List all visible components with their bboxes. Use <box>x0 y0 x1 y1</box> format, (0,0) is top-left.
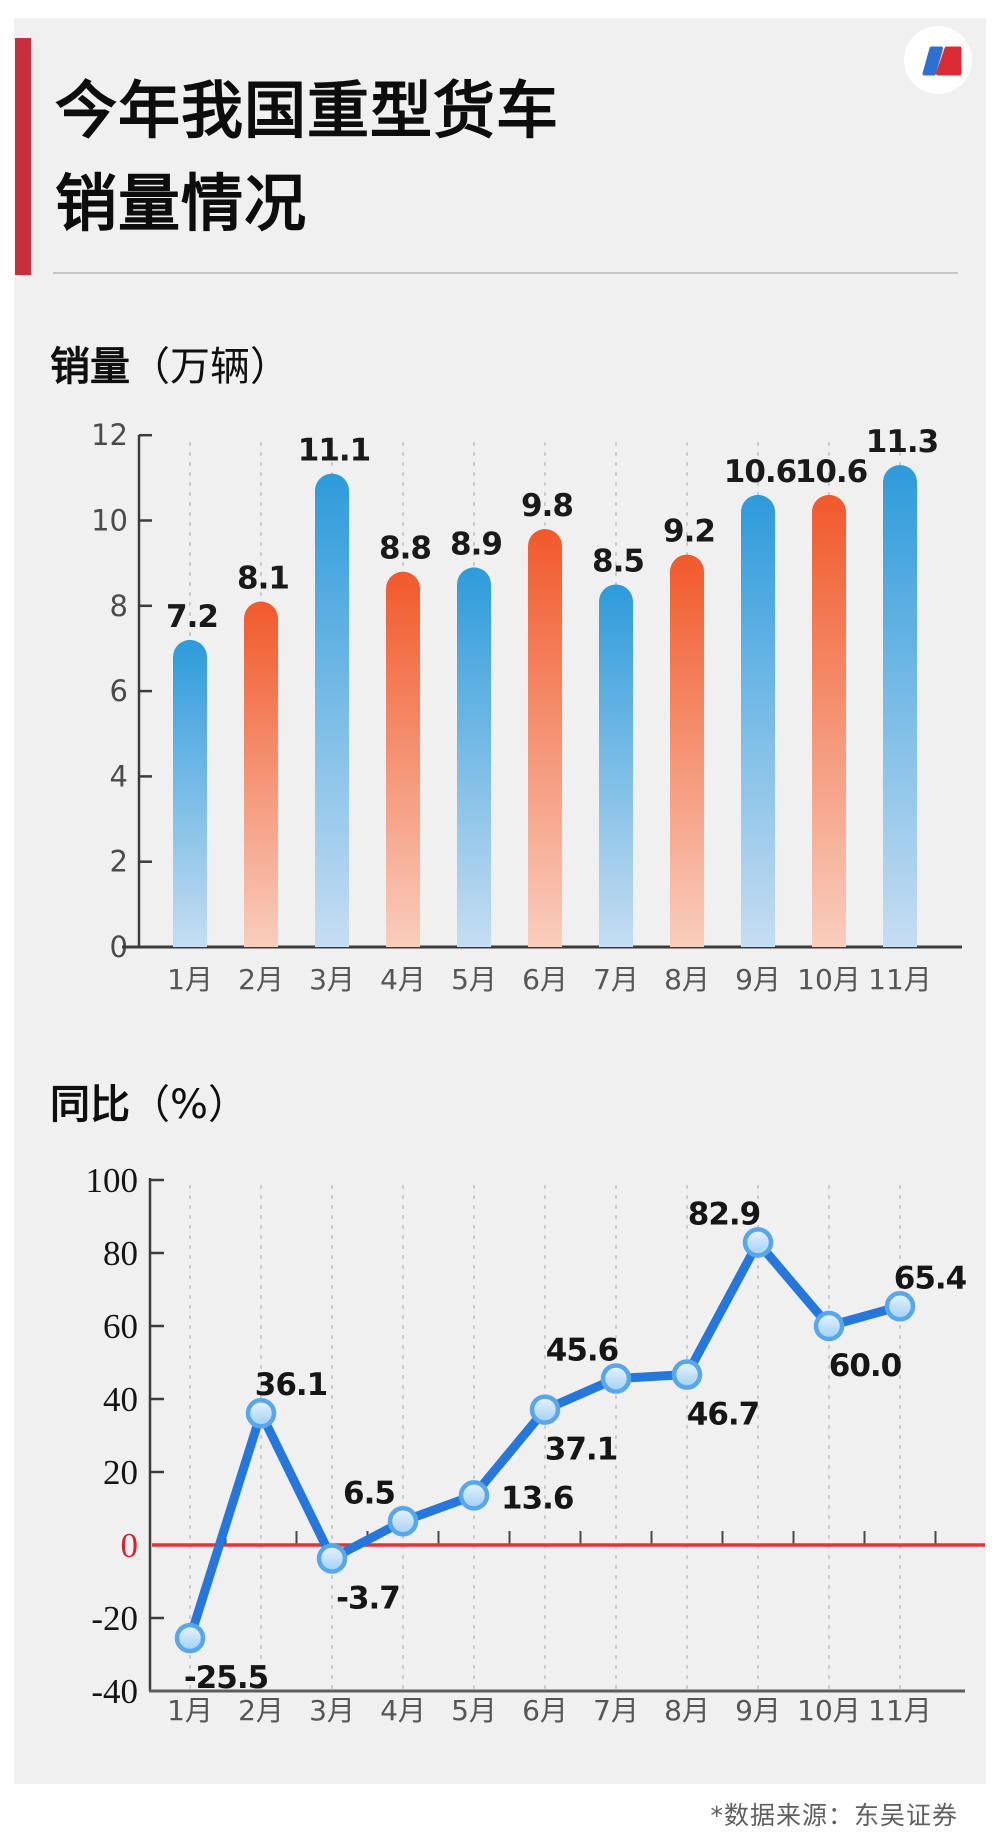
y-axis-tick-label: 12 <box>91 418 128 452</box>
x-axis-category-label: 3月 <box>309 1694 355 1727</box>
sales-title-text: 销量 <box>50 344 130 390</box>
bar-value-label: 9.8 <box>521 488 573 524</box>
x-axis-category-label: 8月 <box>664 1694 710 1727</box>
y-axis-tick-label: 80 <box>103 1234 138 1273</box>
logo-left-stroke <box>922 46 943 76</box>
x-axis-category-label: 9月 <box>735 963 781 996</box>
x-axis-category-label: 11月 <box>868 963 932 996</box>
y-axis-tick-label: 10 <box>91 504 128 538</box>
bar-value-label: 11.1 <box>298 433 371 469</box>
bar-value-label: 8.8 <box>379 531 431 567</box>
bar <box>599 584 633 947</box>
point-value-label: 60.0 <box>829 1348 902 1384</box>
x-axis-category-label: 6月 <box>522 1694 568 1727</box>
bar <box>244 601 278 947</box>
x-axis-category-label: 7月 <box>593 1694 639 1727</box>
page-title-line2: 销量情况 <box>55 166 308 240</box>
bar <box>173 639 207 947</box>
data-point-marker <box>813 1310 845 1342</box>
bar <box>670 554 704 947</box>
data-point-marker <box>600 1363 632 1394</box>
x-axis-category-label: 9月 <box>735 1694 781 1727</box>
data-point-marker <box>742 1227 774 1258</box>
bar-value-label: 10.6 <box>724 454 797 490</box>
bar <box>528 529 562 947</box>
y-axis-tick-label: 40 <box>103 1380 138 1419</box>
bar <box>457 567 491 947</box>
logo-right-stroke <box>936 46 962 76</box>
yoy-title-unit: （%） <box>130 1082 249 1128</box>
sales-title-unit: （万辆） <box>130 344 290 390</box>
y-axis-tick-label: 2 <box>110 845 128 879</box>
x-axis-category-label: 11月 <box>868 1694 932 1727</box>
page-title-line1: 今年我国重型货车 <box>55 73 560 147</box>
bar <box>386 571 420 947</box>
x-axis-category-label: 7月 <box>593 963 639 996</box>
y-axis-tick-label: 0 <box>121 1526 139 1565</box>
sales-bar-chart: 0 2 4 6 8 10 12 7.2 1月 8.1 2月 11.1 3月 8.8 4月 8.9 5月 9.8 6月… <box>91 418 962 996</box>
point-value-label: 46.7 <box>687 1397 760 1433</box>
point-value-label: 82.9 <box>688 1196 761 1232</box>
x-axis-category-label: 3月 <box>309 963 355 996</box>
point-value-label: 45.6 <box>546 1333 619 1369</box>
yoy-line-chart: 1月 2月 3月 4月 5月 6月 7月 8月 9月 10月 11月 100 80 60 40 20 0 -20 -… <box>86 1161 985 1727</box>
y-axis-tick-label: 8 <box>110 589 128 623</box>
x-axis-category-label: 6月 <box>522 963 568 996</box>
bar-value-label: 9.2 <box>663 514 715 550</box>
bar-value-label: 8.5 <box>592 543 644 579</box>
point-value-label: 13.6 <box>501 1480 574 1516</box>
page-title: 今年我国重型货车 销量情况 <box>55 64 935 250</box>
data-source-note: *数据来源：东吴证券 <box>710 1801 958 1830</box>
data-point-marker <box>671 1359 703 1390</box>
x-axis-category-label: 4月 <box>380 963 426 996</box>
bar-value-label: 8.9 <box>450 526 502 562</box>
point-value-label: -3.7 <box>336 1581 400 1617</box>
bar <box>883 465 917 947</box>
yoy-section-title: 同比（%） <box>50 1072 248 1130</box>
data-point-marker <box>884 1291 916 1322</box>
data-point-marker <box>458 1480 490 1511</box>
bar-value-label: 11.3 <box>866 424 939 460</box>
sales-section-title: 销量（万辆） <box>50 334 290 392</box>
bar-value-label: 7.2 <box>166 599 218 635</box>
data-point-marker <box>316 1543 348 1574</box>
x-axis-category-label: 2月 <box>238 963 284 996</box>
x-axis-category-label: 5月 <box>451 1694 497 1727</box>
yoy-title-text: 同比 <box>50 1082 130 1128</box>
y-axis-tick-label: 6 <box>110 674 128 708</box>
point-value-label: 6.5 <box>343 1475 395 1511</box>
y-axis-tick-label: 4 <box>110 759 128 793</box>
bar-value-label: 8.1 <box>237 561 289 597</box>
point-value-label: 37.1 <box>545 1432 618 1468</box>
data-point-marker <box>174 1622 206 1654</box>
x-axis-category-label: 4月 <box>380 1694 426 1727</box>
bar <box>315 473 349 947</box>
x-axis-category-label: 8月 <box>664 963 710 996</box>
y-axis-tick-label: -20 <box>91 1599 138 1638</box>
data-point-marker <box>529 1394 561 1425</box>
title-divider <box>53 272 958 274</box>
y-axis-tick-label: 0 <box>110 930 128 964</box>
x-axis-category-label: 2月 <box>238 1694 284 1727</box>
x-axis-category-label: 10月 <box>797 963 861 996</box>
x-axis-category-label: 1月 <box>167 963 213 996</box>
y-axis-tick-label: 20 <box>103 1453 138 1492</box>
y-axis-tick-label: -40 <box>91 1672 138 1711</box>
bar-value-label: 10.6 <box>795 454 868 490</box>
brand-logo-icon <box>904 26 972 94</box>
x-axis-category-label: 1月 <box>167 1694 213 1727</box>
point-value-label: 36.1 <box>255 1367 328 1403</box>
y-axis-tick-label: 60 <box>103 1307 138 1346</box>
title-accent-bar <box>15 38 31 275</box>
point-value-label: -25.5 <box>184 1660 268 1696</box>
y-axis-tick-label: 100 <box>86 1161 139 1200</box>
bar <box>812 494 846 947</box>
x-axis-category-label: 5月 <box>451 963 497 996</box>
bar <box>741 494 775 947</box>
point-value-label: 65.4 <box>894 1260 967 1296</box>
data-point-marker <box>387 1506 419 1537</box>
data-point-marker <box>245 1397 277 1429</box>
x-axis-category-label: 10月 <box>797 1694 861 1727</box>
